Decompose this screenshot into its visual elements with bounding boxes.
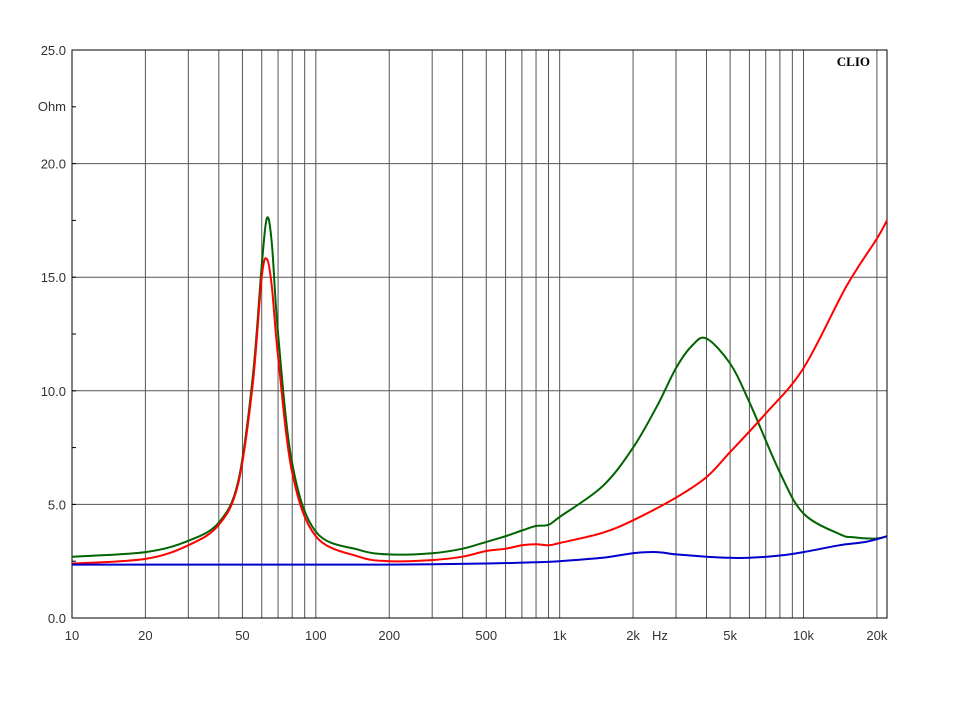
x-tick-label: 50 xyxy=(235,628,249,643)
x-tick-label: 20 xyxy=(138,628,152,643)
x-tick-label: 5k xyxy=(723,628,737,643)
x-tick-label: 2k xyxy=(626,628,640,643)
series-layer xyxy=(71,216,888,566)
series-line-2 xyxy=(71,219,888,565)
plot-frame xyxy=(71,49,888,619)
tick-labels: 10 20 50 100 200 500 1k 2k 5k 10k 20k 0.0 5.0 10.0 15.… xyxy=(41,43,888,643)
y-tick-label: 0.0 xyxy=(48,611,66,626)
y-tick-label: 20.0 xyxy=(41,157,66,172)
grid xyxy=(72,49,887,619)
y-tick-label: 25.0 xyxy=(41,43,66,58)
y-tick-label: 10.0 xyxy=(41,384,66,399)
brand-label: CLIO xyxy=(837,54,870,69)
x-axis-unit-label: Hz xyxy=(652,628,668,643)
x-tick-label: 200 xyxy=(378,628,400,643)
series-line-3 xyxy=(72,535,888,566)
y-tick-label: 15.0 xyxy=(41,270,66,285)
x-tick-label: 10k xyxy=(793,628,814,643)
y-axis-unit-label: Ohm xyxy=(38,99,66,114)
x-tick-label: 500 xyxy=(475,628,497,643)
y-tick-label: 5.0 xyxy=(48,497,66,512)
x-tick-label: 20k xyxy=(866,628,887,643)
x-tick-label: 10 xyxy=(65,628,79,643)
x-tick-label: 100 xyxy=(305,628,327,643)
x-tick-label: 1k xyxy=(553,628,567,643)
